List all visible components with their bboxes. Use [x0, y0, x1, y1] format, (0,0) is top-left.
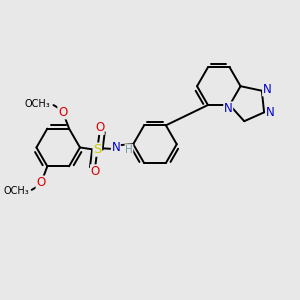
- Text: S: S: [93, 143, 101, 156]
- Text: N: N: [112, 141, 120, 154]
- Text: O: O: [91, 165, 100, 178]
- Text: H: H: [125, 145, 133, 154]
- Text: N: N: [263, 83, 272, 96]
- Text: N: N: [224, 102, 233, 115]
- Text: OCH₃: OCH₃: [3, 186, 29, 196]
- Text: O: O: [36, 176, 45, 189]
- Text: O: O: [95, 122, 104, 134]
- Text: O: O: [58, 106, 67, 119]
- Text: OCH₃: OCH₃: [25, 99, 51, 109]
- Text: N: N: [266, 106, 275, 119]
